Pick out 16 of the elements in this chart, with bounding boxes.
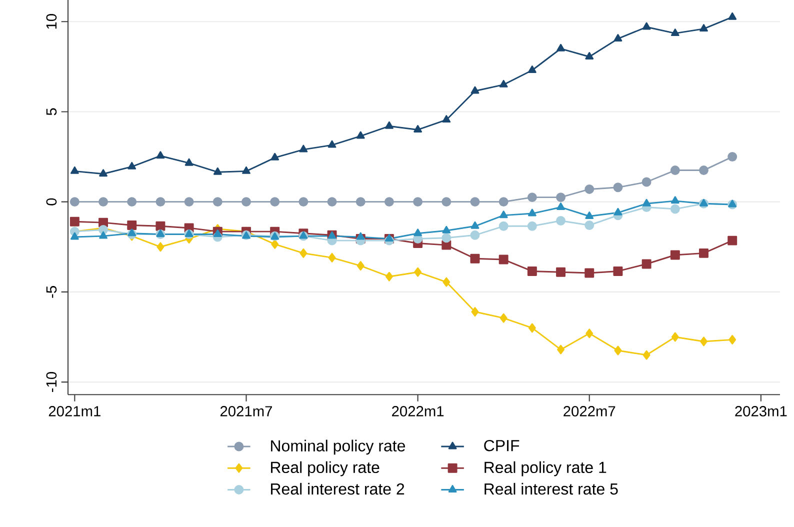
legend-label: Real interest rate 5 (484, 482, 618, 495)
legend-label: Real interest rate 2 (271, 482, 404, 495)
y-tick-label: 5 (46, 108, 57, 116)
legend-label: Real policy rate 1 (484, 461, 606, 476)
x-tick-label: 2021m7 (220, 406, 272, 416)
x-tick-label: 2022m7 (564, 406, 616, 416)
y-tick-label: -10 (46, 372, 57, 392)
legend-label: Nominal policy rate (271, 440, 406, 455)
x-tick-label: 2023m1 (735, 406, 787, 416)
y-tick-label: -5 (46, 286, 57, 298)
x-tick-label: 2021m1 (48, 406, 100, 416)
y-tick-label: 10 (46, 14, 57, 29)
legend-label: CPIF (484, 440, 520, 452)
x-tick-label: 2022m1 (392, 406, 444, 416)
legend-label: Real policy rate (271, 461, 380, 476)
y-tick-label: 0 (46, 198, 57, 206)
